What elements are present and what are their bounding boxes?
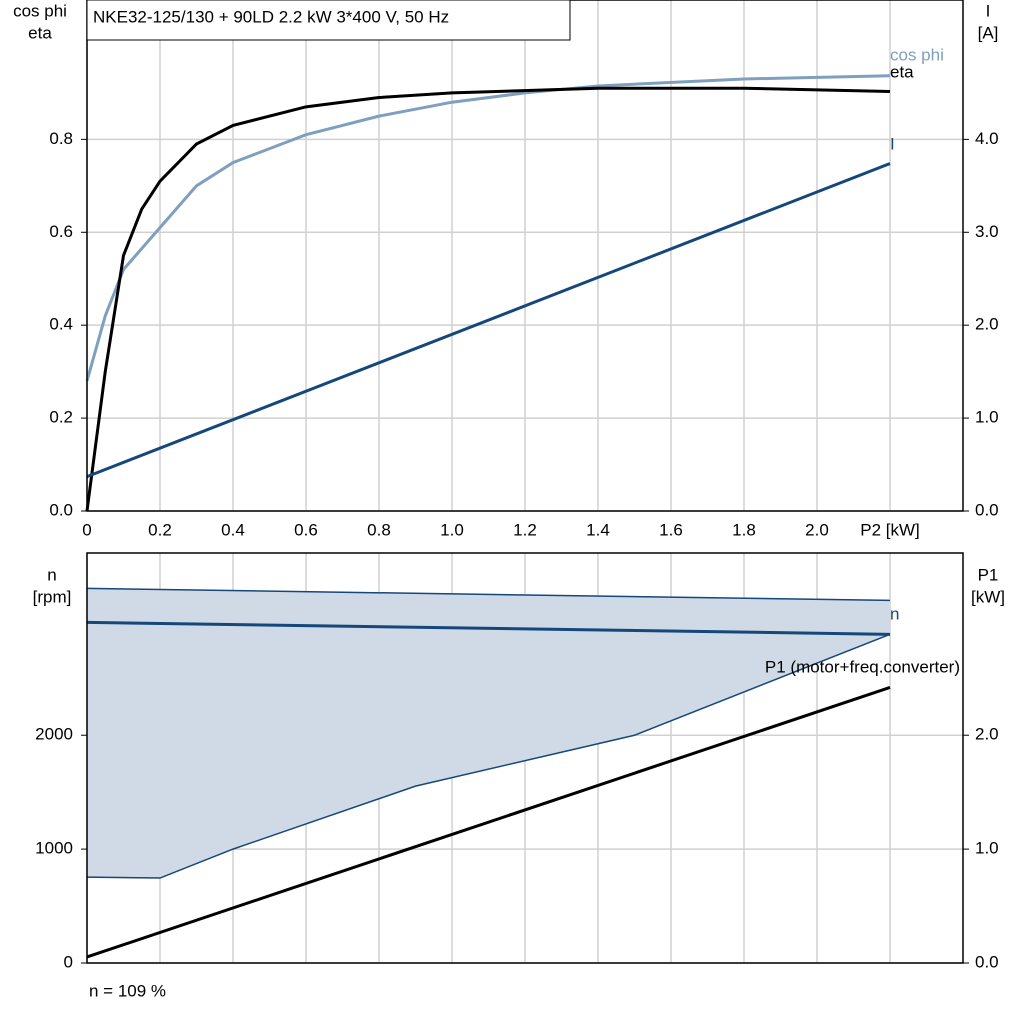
y-axis-label: cos phi (13, 1, 67, 20)
y-axis-label: eta (28, 23, 52, 42)
x-tick-label: 1.6 (659, 520, 683, 539)
x-tick-label: 0.6 (294, 520, 318, 539)
x-tick-label: 0 (82, 520, 91, 539)
series-label: I (890, 134, 895, 153)
y2-tick-label: 2.0 (975, 725, 999, 744)
x-tick-label: P2 [kW] (860, 520, 920, 539)
y-tick-label: 0.0 (49, 500, 73, 519)
x-tick-label: 0.4 (221, 520, 245, 539)
plot-frame (86, 0, 964, 512)
operating-area (87, 588, 890, 879)
series-label: P1 (motor+freq.converter) (765, 657, 960, 676)
x-tick-label: 1.0 (440, 520, 464, 539)
y2-tick-label: 0.0 (975, 500, 999, 519)
x-tick-label: 0.8 (367, 520, 391, 539)
y2-axis-label: P1 (978, 565, 999, 584)
footnote: n = 109 % (89, 981, 166, 1000)
y-tick-label: 0.4 (49, 315, 73, 334)
y2-tick-label: 0.0 (975, 952, 999, 971)
y-axis-label: n (47, 565, 56, 584)
y-tick-label: 0.8 (49, 129, 73, 148)
y2-tick-label: 1.0 (975, 408, 999, 427)
x-tick-label: 1.8 (732, 520, 756, 539)
series-label: eta (890, 62, 914, 81)
y2-axis-label: [kW] (971, 587, 1005, 606)
y2-tick-label: 3.0 (975, 222, 999, 241)
series-line (86, 620, 891, 636)
y2-tick-label: 2.0 (975, 315, 999, 334)
y2-tick-label: 1.0 (975, 839, 999, 858)
series-line (86, 162, 891, 479)
y2-axis-label: I (986, 1, 991, 20)
x-tick-label: 2.0 (805, 520, 829, 539)
x-tick-label: 0.2 (148, 520, 172, 539)
y2-axis-label: [A] (978, 23, 999, 42)
y-tick-label: 1000 (35, 839, 73, 858)
y-tick-label: 2000 (35, 725, 73, 744)
series-line (85, 74, 891, 382)
series-line (85, 86, 891, 512)
series-line (86, 685, 891, 959)
x-tick-label: 1.4 (586, 520, 610, 539)
y2-tick-label: 4.0 (975, 129, 999, 148)
chart-title: NKE32-125/130 + 90LD 2.2 kW 3*400 V, 50 … (93, 7, 449, 26)
series-label: cos phi (890, 45, 944, 64)
y-axis-label: [rpm] (33, 587, 72, 606)
series-label: n (890, 604, 899, 623)
plot-frame (86, 552, 964, 964)
y-tick-label: 0 (64, 952, 73, 971)
title-box (86, 0, 571, 41)
x-tick-label: 1.2 (513, 520, 537, 539)
area-edge (86, 633, 891, 879)
y-tick-label: 0.2 (49, 408, 73, 427)
y-tick-label: 0.6 (49, 222, 73, 241)
area-edge (86, 587, 891, 602)
